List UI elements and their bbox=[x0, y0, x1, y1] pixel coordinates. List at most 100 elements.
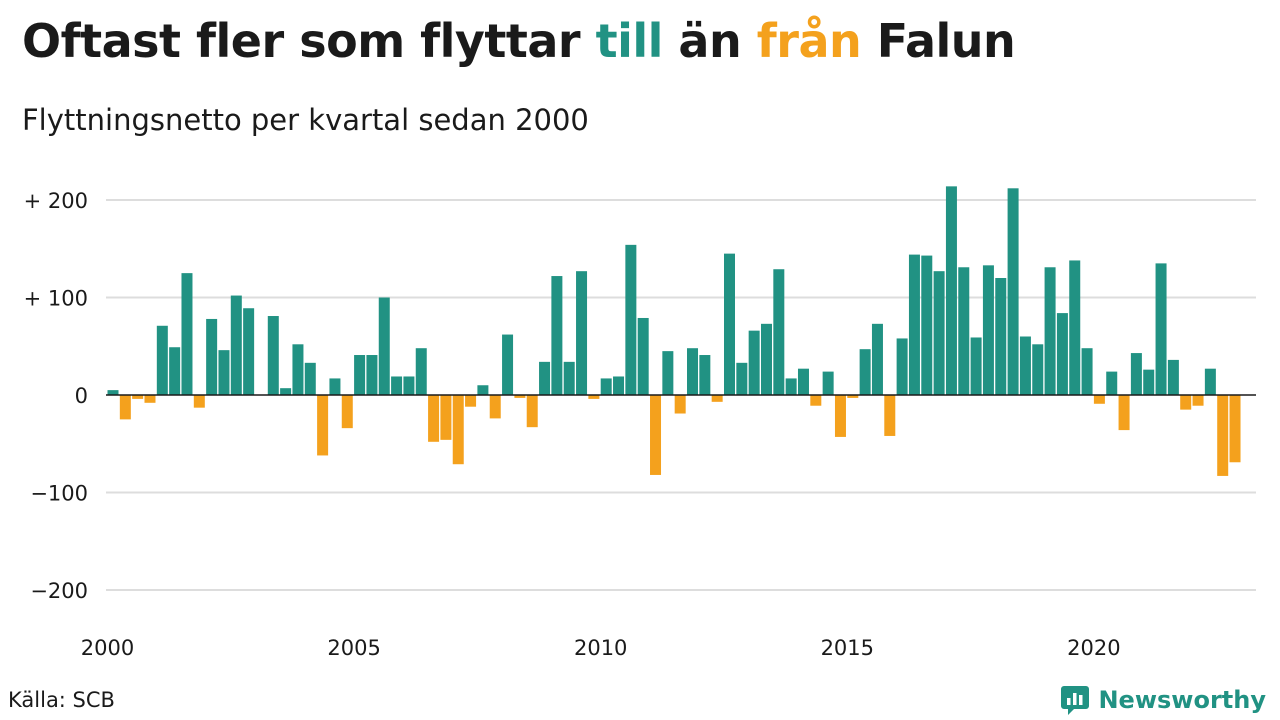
bar bbox=[797, 368, 809, 395]
source-note: Källa: SCB bbox=[8, 688, 115, 712]
bar bbox=[366, 355, 378, 395]
bar bbox=[921, 255, 933, 395]
bar bbox=[748, 330, 760, 395]
chart-title: Oftast fler som flyttar till än från Fal… bbox=[22, 14, 1016, 68]
x-tick-label: 2000 bbox=[81, 636, 134, 660]
bar bbox=[465, 395, 477, 407]
bar bbox=[317, 395, 329, 456]
bar bbox=[1019, 336, 1031, 395]
bar bbox=[539, 361, 551, 395]
x-axis-ticks: 2000 2005 2010 2015 2020 bbox=[81, 636, 1121, 660]
bar bbox=[107, 390, 119, 396]
bar bbox=[132, 395, 144, 399]
y-tick-label: −200 bbox=[30, 579, 88, 603]
bar bbox=[674, 395, 686, 414]
bar bbox=[230, 295, 242, 395]
bar bbox=[896, 338, 908, 395]
chart-subtitle: Flyttningsnetto per kvartal sedan 2000 bbox=[22, 103, 589, 137]
bar bbox=[810, 395, 822, 406]
bar bbox=[415, 348, 427, 395]
bar bbox=[304, 362, 316, 395]
bar bbox=[1229, 395, 1241, 463]
bar bbox=[1056, 313, 1068, 395]
bar bbox=[1081, 348, 1093, 395]
bar bbox=[982, 265, 994, 395]
bar bbox=[662, 351, 674, 396]
bar bbox=[477, 385, 489, 395]
title-till: till bbox=[595, 14, 664, 68]
bar bbox=[970, 337, 982, 395]
title-part-3: Falun bbox=[861, 14, 1016, 68]
bar bbox=[280, 388, 292, 396]
bar bbox=[440, 395, 452, 440]
bar bbox=[822, 371, 834, 395]
y-tick-label: + 100 bbox=[24, 287, 88, 311]
x-tick-label: 2010 bbox=[574, 636, 627, 660]
bar bbox=[1143, 369, 1155, 395]
bar bbox=[945, 186, 957, 395]
title-part-1: Oftast fler som flyttar bbox=[22, 14, 596, 68]
bar bbox=[736, 362, 748, 395]
bar bbox=[884, 395, 896, 436]
bar bbox=[588, 395, 600, 399]
title-fran: från bbox=[756, 14, 862, 68]
bar bbox=[1069, 260, 1081, 395]
bar bbox=[637, 317, 649, 395]
bar bbox=[526, 395, 538, 428]
brand-logo: Newsworthy bbox=[1060, 684, 1266, 716]
bar bbox=[847, 395, 859, 398]
bar bbox=[1118, 395, 1130, 431]
bar bbox=[625, 244, 637, 395]
y-tick-label: −100 bbox=[30, 482, 88, 506]
bar bbox=[267, 316, 279, 395]
bar bbox=[156, 325, 168, 395]
bar bbox=[687, 348, 699, 395]
bar bbox=[341, 395, 353, 429]
bar bbox=[243, 308, 255, 395]
bar bbox=[995, 278, 1007, 395]
bar-chart-speech-bubble-icon bbox=[1061, 686, 1090, 715]
bar bbox=[859, 349, 871, 395]
x-tick-label: 2005 bbox=[327, 636, 380, 660]
bar bbox=[1044, 267, 1056, 395]
bar bbox=[773, 269, 785, 395]
bar bbox=[1167, 359, 1179, 395]
bar bbox=[1032, 344, 1044, 395]
bar bbox=[834, 395, 846, 437]
bar bbox=[1180, 395, 1192, 410]
bar bbox=[600, 378, 612, 395]
bar bbox=[193, 395, 205, 408]
x-tick-label: 2020 bbox=[1067, 636, 1120, 660]
bar bbox=[1106, 371, 1118, 395]
x-tick-label: 2015 bbox=[821, 636, 874, 660]
bar bbox=[1130, 353, 1142, 395]
bar bbox=[489, 395, 501, 419]
bar bbox=[329, 378, 341, 395]
bar bbox=[551, 276, 563, 395]
bar bbox=[1217, 395, 1229, 476]
bar bbox=[1093, 395, 1105, 404]
bar bbox=[292, 344, 304, 395]
brand-name: Newsworthy bbox=[1098, 686, 1266, 714]
bar bbox=[514, 395, 526, 398]
bar bbox=[871, 323, 883, 395]
grid-lines bbox=[106, 199, 1256, 591]
bar bbox=[181, 273, 193, 396]
bar bbox=[206, 318, 218, 395]
y-tick-label: 0 bbox=[75, 384, 88, 408]
bar bbox=[933, 271, 945, 396]
bar bbox=[711, 395, 723, 402]
bar bbox=[1192, 395, 1204, 406]
bar bbox=[958, 267, 970, 395]
bar bbox=[724, 253, 735, 396]
bar bbox=[452, 395, 464, 465]
bar bbox=[169, 347, 181, 395]
bars bbox=[107, 186, 1241, 476]
title-part-2: än bbox=[662, 14, 757, 68]
bar bbox=[218, 350, 230, 395]
bar bbox=[1007, 188, 1019, 395]
bar bbox=[699, 355, 711, 395]
bar bbox=[576, 271, 588, 396]
bar bbox=[502, 334, 514, 395]
